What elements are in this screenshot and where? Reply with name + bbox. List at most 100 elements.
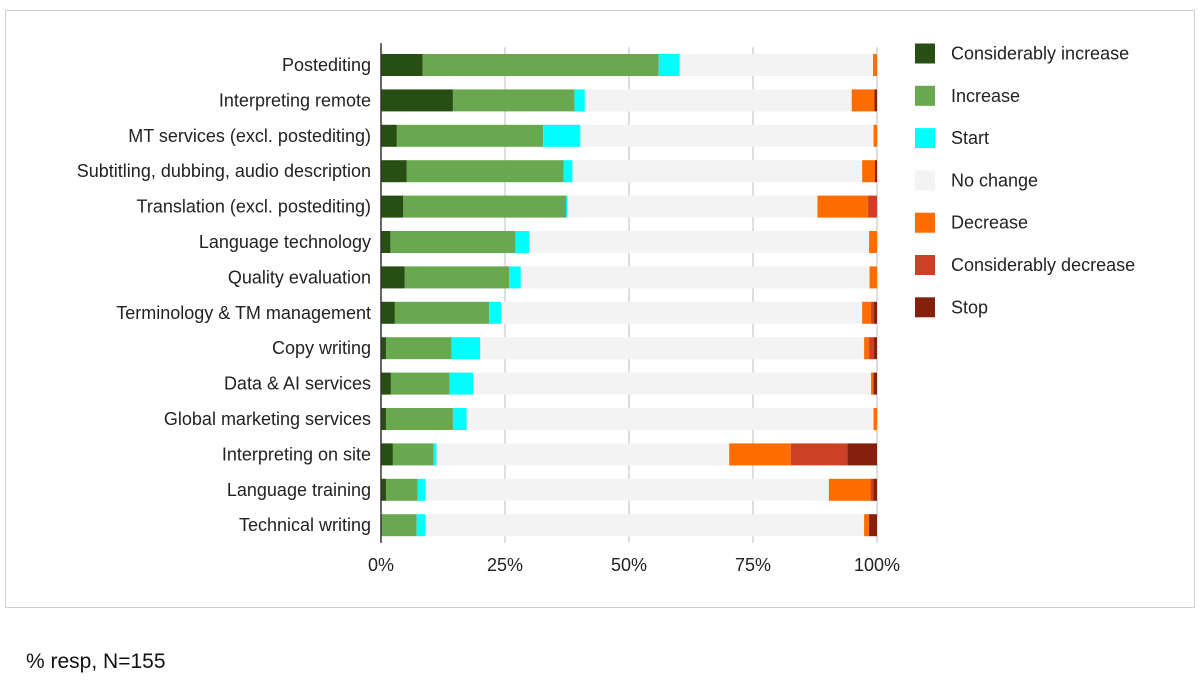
bar-segment xyxy=(871,301,875,324)
legend-item: Decrease xyxy=(915,212,1028,233)
bar-segment xyxy=(869,337,875,360)
stacked-bar-chart: Postediting Interpreting remote MT service… xyxy=(77,43,1135,575)
bar-segment xyxy=(817,195,869,218)
bar-segment xyxy=(873,372,875,395)
x-tick-label: 75% xyxy=(735,555,771,575)
bar-segment xyxy=(392,443,434,466)
category-label: Postediting xyxy=(282,55,371,75)
bar-segment xyxy=(862,160,876,183)
x-tick-label: 50% xyxy=(611,555,647,575)
legend-item: No change xyxy=(915,170,1038,191)
bar-segment xyxy=(520,266,870,289)
bars-layer xyxy=(381,54,877,537)
bar-segment xyxy=(396,124,544,147)
bar-segment xyxy=(381,54,423,76)
bar-segment xyxy=(390,372,450,395)
x-tick-label: 0% xyxy=(368,555,394,575)
legend-label: Stop xyxy=(951,297,988,317)
bar-segment xyxy=(406,160,564,183)
bar-segment xyxy=(417,478,426,501)
bar-segment xyxy=(385,337,452,360)
bar-segment xyxy=(390,231,516,253)
bar-segment xyxy=(381,408,386,430)
bar-segment xyxy=(862,301,872,324)
legend-label: Considerably decrease xyxy=(951,255,1135,275)
bar-segment xyxy=(875,160,877,183)
bar-segment xyxy=(381,124,397,147)
bar-segment xyxy=(381,160,407,183)
bar-segment xyxy=(403,195,567,218)
legend-swatch xyxy=(915,212,935,233)
bar-segment xyxy=(422,54,659,76)
bar-segment xyxy=(566,195,568,218)
bar-segment xyxy=(381,266,405,289)
category-label: Interpreting remote xyxy=(219,90,371,110)
bar-segment xyxy=(873,124,877,147)
bar-segment xyxy=(381,195,404,218)
bar-segment xyxy=(449,372,474,395)
category-label: Language technology xyxy=(199,232,371,252)
bar-segment xyxy=(433,443,437,466)
legend-item: Stop xyxy=(915,297,988,318)
bar-segment xyxy=(873,408,877,430)
bar-segment xyxy=(869,266,877,289)
bar-segment xyxy=(381,478,386,501)
bar-segment xyxy=(425,514,865,537)
bar-segment xyxy=(381,89,453,112)
legend-swatch xyxy=(915,170,935,191)
legend-item: Start xyxy=(915,128,989,149)
x-tick-labels: 0% 25% 50% 75% 100% xyxy=(368,555,900,575)
category-label: Technical writing xyxy=(239,515,371,535)
bar-segment xyxy=(381,514,417,537)
bar-segment xyxy=(847,443,877,466)
category-label: Terminology & TM management xyxy=(116,303,371,323)
category-labels: Postediting Interpreting remote MT service… xyxy=(77,55,371,535)
bar-segment xyxy=(466,408,874,430)
x-tick-label: 25% xyxy=(487,555,523,575)
bar-segment xyxy=(473,372,872,395)
bar-segment xyxy=(452,89,575,112)
bar-segment xyxy=(869,514,877,537)
chart-frame: Postediting Interpreting remote MT service… xyxy=(5,10,1195,608)
bar-segment xyxy=(864,337,870,360)
bar-segment xyxy=(508,266,521,289)
category-label: Interpreting on site xyxy=(222,444,371,464)
legend-label: Increase xyxy=(951,86,1020,106)
legend-item: Increase xyxy=(915,85,1020,106)
bar-segment xyxy=(529,231,870,253)
bar-segment xyxy=(543,124,581,147)
x-tick-label: 100% xyxy=(854,555,900,575)
category-label: Translation (excl. postediting) xyxy=(137,197,371,217)
grid-layer xyxy=(504,47,878,543)
bar-segment xyxy=(729,443,791,466)
category-label: Data & AI services xyxy=(224,374,371,394)
bar-segment xyxy=(584,89,852,112)
bar-segment xyxy=(452,408,467,430)
bar-segment xyxy=(574,89,585,112)
bar-segment xyxy=(451,337,481,360)
legend-item: Considerably decrease xyxy=(915,255,1135,275)
bar-segment xyxy=(381,443,393,466)
bar-segment xyxy=(828,478,871,501)
bar-segment xyxy=(871,372,874,395)
bar-segment xyxy=(679,54,874,76)
legend: Considerably increase Increase Start No cha… xyxy=(915,43,1135,318)
bar-segment xyxy=(790,443,848,466)
legend-label: Decrease xyxy=(951,213,1028,233)
bar-segment xyxy=(381,372,391,395)
legend-swatch xyxy=(915,128,935,149)
bar-segment xyxy=(869,231,877,253)
bar-segment xyxy=(874,89,877,112)
bar-segment xyxy=(874,372,877,395)
bar-segment xyxy=(572,160,863,183)
bar-segment xyxy=(868,195,877,218)
legend-swatch xyxy=(915,297,935,318)
category-label: Copy writing xyxy=(272,338,371,358)
bar-segment xyxy=(385,408,453,430)
bar-segment xyxy=(874,337,877,360)
bar-segment xyxy=(425,478,829,501)
bar-segment xyxy=(874,301,877,324)
legend-swatch xyxy=(915,85,935,106)
bar-segment xyxy=(580,124,874,147)
bar-segment xyxy=(394,301,490,324)
